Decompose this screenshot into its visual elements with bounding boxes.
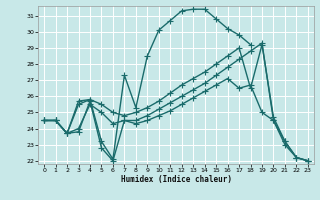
X-axis label: Humidex (Indice chaleur): Humidex (Indice chaleur) xyxy=(121,175,231,184)
